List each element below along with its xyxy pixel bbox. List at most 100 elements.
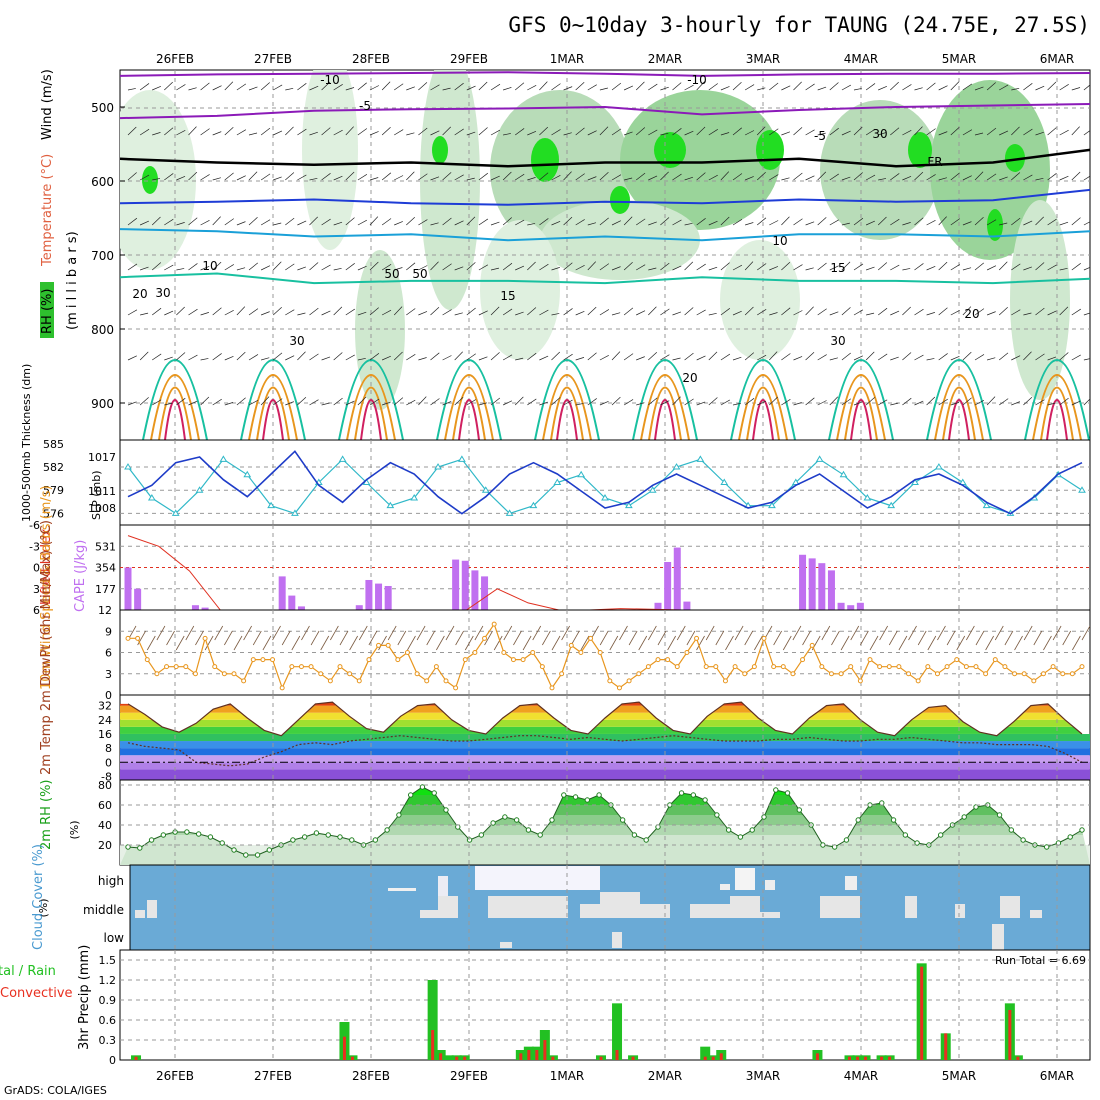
precip-conv-bar — [455, 1056, 459, 1060]
wind-barb — [406, 171, 415, 181]
wind-barb — [490, 306, 500, 316]
wind-barb — [224, 356, 234, 361]
wind10-barb — [146, 635, 156, 651]
wind-barb — [817, 171, 827, 181]
isotherm-arch — [844, 386, 878, 440]
wind-barb — [950, 218, 960, 226]
wind-barb — [587, 130, 597, 136]
wind10-point — [414, 671, 420, 677]
isotherm-arch — [556, 399, 578, 440]
wind-barb — [527, 398, 537, 406]
wind-barb — [1059, 175, 1069, 181]
rh-point — [678, 790, 685, 796]
wind-barb — [998, 261, 1008, 271]
rh-point — [301, 834, 308, 840]
wind-barb — [176, 306, 185, 316]
date-label-bottom: 26FEB — [156, 1069, 194, 1083]
wind-barb — [696, 126, 706, 136]
wind-barb — [357, 396, 367, 406]
wind10-barb — [599, 630, 609, 646]
thickness-point — [338, 455, 347, 462]
wind-barb — [744, 130, 755, 136]
wind-barb — [139, 266, 149, 271]
wind-barb — [515, 265, 525, 271]
precip-total-bar — [427, 980, 438, 1060]
wind-barb — [769, 351, 778, 361]
wind-barb — [381, 172, 392, 181]
wind-barb — [321, 402, 330, 406]
wind10-barb — [513, 630, 522, 646]
wind-barb — [684, 176, 694, 181]
wind-barb — [756, 126, 766, 136]
wind-barb — [357, 128, 368, 136]
wind-barb — [624, 177, 633, 181]
wind-barb — [236, 306, 246, 316]
wind-barb — [757, 354, 767, 361]
wind-barb — [1071, 126, 1080, 136]
wind10-point — [472, 650, 478, 655]
wind-barb — [345, 87, 355, 91]
wind-barb — [164, 173, 174, 181]
wind-barb — [1071, 308, 1081, 316]
thickness-point — [505, 509, 514, 516]
wind-barb — [1059, 352, 1069, 361]
wind-barb — [333, 175, 343, 181]
wind-barb — [236, 397, 246, 406]
precip-conv-bar — [856, 1056, 860, 1060]
thickness-point — [648, 486, 657, 493]
wind-barb — [623, 262, 633, 271]
wind-barb — [962, 175, 972, 181]
wind10-point — [751, 664, 757, 670]
wind-barb — [539, 355, 549, 361]
precip-conv-bar — [888, 1056, 892, 1060]
wind-barb — [877, 216, 887, 226]
wind-barb — [248, 262, 259, 271]
wind-barb — [333, 221, 343, 226]
precip-conv-bar — [350, 1056, 354, 1060]
precip-conv-bar — [815, 1053, 819, 1060]
rh-core — [531, 138, 559, 182]
rh-point — [290, 837, 296, 843]
wind-barb — [321, 81, 331, 91]
precip-tick-label: 0.3 — [99, 1034, 117, 1047]
wind-barb — [1047, 356, 1057, 361]
wind-barb — [152, 399, 162, 406]
cloud-cell — [820, 896, 860, 918]
wind-barb — [418, 396, 427, 406]
isotherm-arch — [730, 359, 796, 440]
wind-barb — [962, 129, 973, 136]
wind-barb — [769, 174, 779, 181]
wind-barb — [369, 307, 379, 316]
wind-barb — [696, 172, 706, 181]
date-label-top: 29FEB — [450, 52, 488, 66]
wind10-barb — [869, 635, 879, 651]
wind-barb — [865, 128, 876, 136]
wind-barb — [587, 176, 597, 181]
wind-barb — [986, 219, 997, 226]
cape-bar — [664, 561, 672, 610]
wind-barb — [139, 128, 150, 136]
wind-barb — [938, 398, 948, 406]
wind10-barb — [426, 630, 436, 646]
wind-barb — [164, 402, 173, 406]
cape-bar — [201, 607, 209, 610]
wind-barb — [611, 82, 622, 91]
wind-barb — [720, 399, 731, 406]
wind-barb — [454, 128, 464, 136]
wind-barb — [539, 172, 549, 181]
rh-tick-label: 80 — [98, 779, 112, 792]
wind-barb — [890, 218, 900, 226]
wind-barb — [285, 126, 294, 136]
wind-barb — [454, 351, 463, 361]
wind-barb — [478, 402, 488, 406]
wind10-point — [298, 664, 304, 670]
thickness-point — [839, 470, 848, 478]
wind10-point — [192, 671, 198, 677]
isotherm-arch — [926, 359, 992, 440]
wind-barb — [587, 306, 597, 316]
rh-point — [749, 827, 755, 833]
contour-label: 20 — [132, 287, 147, 301]
cloud-cell — [720, 884, 730, 890]
wind-barb — [357, 174, 368, 181]
wind-barb — [551, 313, 560, 316]
